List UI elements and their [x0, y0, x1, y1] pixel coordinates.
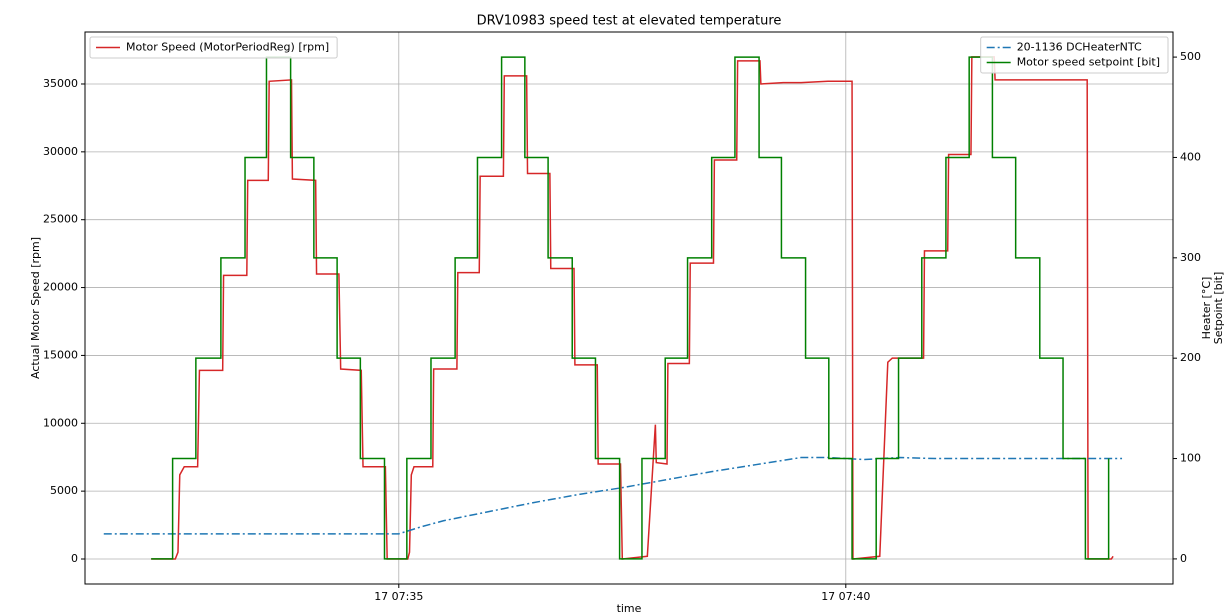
y-tick-label: 15000: [43, 348, 78, 361]
y2-tick-label: 400: [1180, 150, 1201, 163]
y2-tick-label: 0: [1180, 552, 1187, 565]
y2-axis-label: Heater [°C]: [1200, 277, 1213, 340]
y2-tick-label: 100: [1180, 452, 1201, 465]
legend-label: Motor speed setpoint [bit]: [1017, 56, 1160, 69]
series-line: [103, 456, 1123, 535]
series-line: [151, 56, 1110, 560]
y2-tick-label: 300: [1180, 251, 1201, 264]
chart-title: DRV10983 speed test at elevated temperat…: [477, 14, 782, 29]
x-axis-label: time: [617, 602, 642, 615]
y2-axis-label: Setpoint [bit]: [1212, 272, 1225, 345]
y-tick-label: 35000: [43, 77, 78, 90]
legend-label: Motor Speed (MotorPeriodReg) [rpm]: [126, 41, 329, 54]
series-line: [151, 56, 1114, 560]
legend-label: 20-1136 DCHeaterNTC: [1017, 41, 1142, 54]
y-axis-label: Actual Motor Speed [rpm]: [29, 237, 42, 379]
y-tick-label: 20000: [43, 281, 78, 294]
y2-tick-label: 200: [1180, 351, 1201, 364]
y2-tick-label: 500: [1180, 50, 1201, 63]
x-tick-label: 17 07:35: [374, 590, 423, 603]
plot-frame: [84, 31, 1174, 585]
y-tick-label: 10000: [43, 416, 78, 429]
y-tick-label: 0: [71, 552, 78, 565]
legend-box: [89, 36, 338, 59]
y-tick-label: 30000: [43, 145, 78, 158]
y-tick-label: 5000: [50, 484, 78, 497]
legend: Motor Speed (MotorPeriodReg) [rpm]: [89, 36, 338, 59]
x-tick-label: 17 07:40: [821, 590, 870, 603]
legend-box: [980, 36, 1169, 74]
y-tick-label: 25000: [43, 213, 78, 226]
legend: 20-1136 DCHeaterNTC Motor speed setpoint …: [980, 36, 1169, 74]
